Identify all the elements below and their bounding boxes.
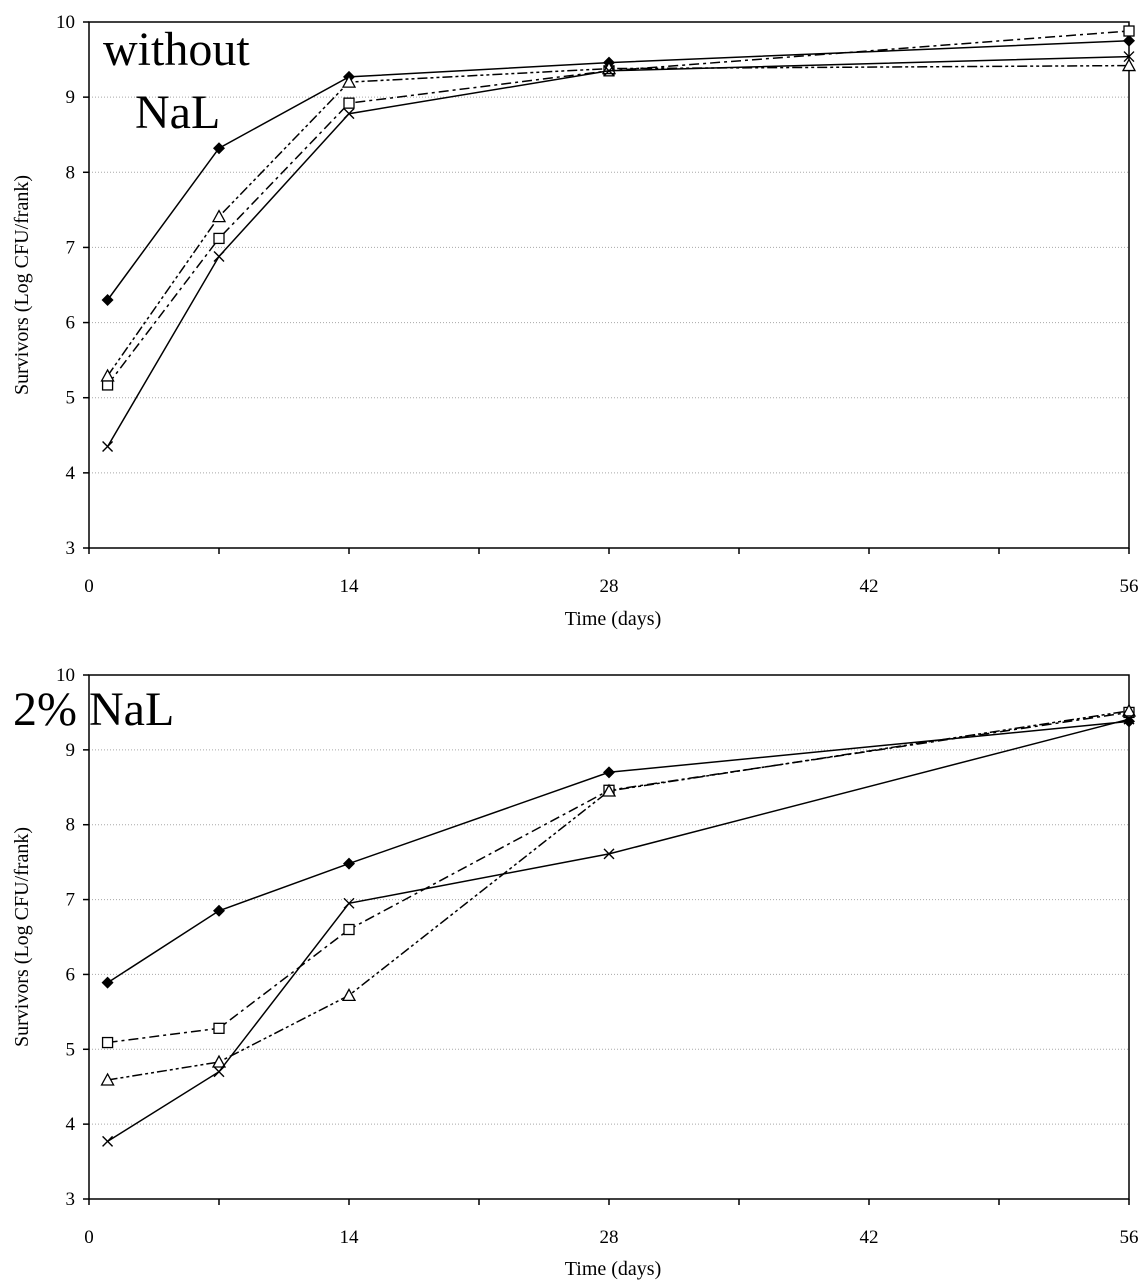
y-tick-label: 10 bbox=[56, 12, 75, 33]
series-1-line bbox=[106, 40, 1130, 301]
y-tick-label: 7 bbox=[66, 890, 76, 911]
y-tick-label: 9 bbox=[66, 87, 76, 108]
x-tick-label: 42 bbox=[860, 1227, 879, 1248]
plot-frame bbox=[88, 674, 1130, 1200]
series-2-point bbox=[1123, 25, 1135, 37]
panel-title: NaL bbox=[135, 86, 220, 139]
series-1-point bbox=[101, 976, 114, 989]
series-2-point bbox=[343, 923, 355, 936]
x-tick-label: 0 bbox=[84, 576, 94, 597]
plot-frame bbox=[88, 21, 1130, 549]
x-tick-label: 14 bbox=[340, 576, 360, 597]
series-4-point bbox=[1123, 51, 1135, 63]
series-2-point bbox=[213, 232, 225, 245]
series-3-line bbox=[106, 64, 1130, 377]
series-3-point bbox=[341, 988, 357, 1002]
series-3-point bbox=[341, 74, 357, 88]
series-1-point bbox=[603, 766, 615, 779]
y-tick-label: 10 bbox=[56, 665, 75, 686]
series-2-point bbox=[213, 1022, 225, 1034]
series-1-point bbox=[343, 857, 355, 870]
series-2-point bbox=[101, 1036, 114, 1049]
series-4-point bbox=[343, 108, 355, 120]
series-4-line bbox=[106, 55, 1130, 447]
y-tick-label: 6 bbox=[66, 313, 76, 334]
y-tick-label: 5 bbox=[66, 1039, 76, 1060]
panel-title: 2% NaL bbox=[13, 683, 174, 736]
series-4-point bbox=[213, 1066, 225, 1078]
y-tick-label: 9 bbox=[66, 740, 76, 761]
series-4-point bbox=[603, 848, 615, 860]
series-4-point bbox=[102, 1135, 114, 1147]
y-tick-label: 8 bbox=[66, 815, 76, 836]
series-4-point bbox=[1123, 713, 1135, 725]
series-1-point bbox=[1123, 715, 1135, 728]
y-tick-label: 4 bbox=[66, 463, 76, 484]
series-1-point bbox=[213, 904, 225, 917]
series-3-point bbox=[100, 1072, 115, 1086]
series-4-line bbox=[107, 718, 1130, 1143]
x-axis-title: Time (days) bbox=[565, 608, 661, 630]
y-tick-label: 3 bbox=[66, 1189, 76, 1210]
x-tick-label: 42 bbox=[860, 576, 879, 597]
series-3-point bbox=[211, 1054, 227, 1068]
series-3-point bbox=[100, 368, 115, 382]
x-axis-title: Time (days) bbox=[565, 1258, 661, 1280]
series-4-point bbox=[603, 65, 615, 77]
y-axis-title: Survivors (Log CFU/frank) bbox=[11, 175, 33, 395]
x-tick-label: 14 bbox=[340, 1227, 360, 1248]
y-tick-label: 4 bbox=[66, 1114, 76, 1135]
series-4-point bbox=[102, 441, 114, 453]
series-3-point bbox=[1121, 703, 1137, 717]
x-tick-label: 0 bbox=[84, 1227, 94, 1248]
y-axis-title: Survivors (Log CFU/frank) bbox=[11, 827, 33, 1047]
y-tick-label: 5 bbox=[66, 388, 76, 409]
series-2-line bbox=[107, 711, 1130, 1044]
series-1-point bbox=[213, 142, 225, 155]
series-1-point bbox=[1123, 34, 1135, 47]
series-3-point bbox=[1121, 58, 1137, 72]
x-tick-label: 28 bbox=[600, 1227, 619, 1248]
series-4-point bbox=[343, 897, 355, 909]
panel-title: without bbox=[103, 23, 250, 76]
y-tick-label: 8 bbox=[66, 162, 76, 183]
series-2-point bbox=[343, 97, 355, 109]
y-tick-label: 3 bbox=[66, 538, 76, 559]
series-4-point bbox=[213, 250, 225, 262]
y-tick-label: 6 bbox=[66, 964, 76, 985]
y-tick-label: 7 bbox=[66, 237, 76, 258]
x-tick-label: 56 bbox=[1120, 576, 1139, 597]
x-tick-label: 56 bbox=[1120, 1227, 1139, 1248]
series-2-line bbox=[107, 30, 1130, 386]
series-3-point bbox=[601, 783, 617, 797]
series-3-point bbox=[211, 209, 227, 223]
series-1-point bbox=[101, 294, 114, 307]
x-tick-label: 28 bbox=[600, 576, 619, 597]
